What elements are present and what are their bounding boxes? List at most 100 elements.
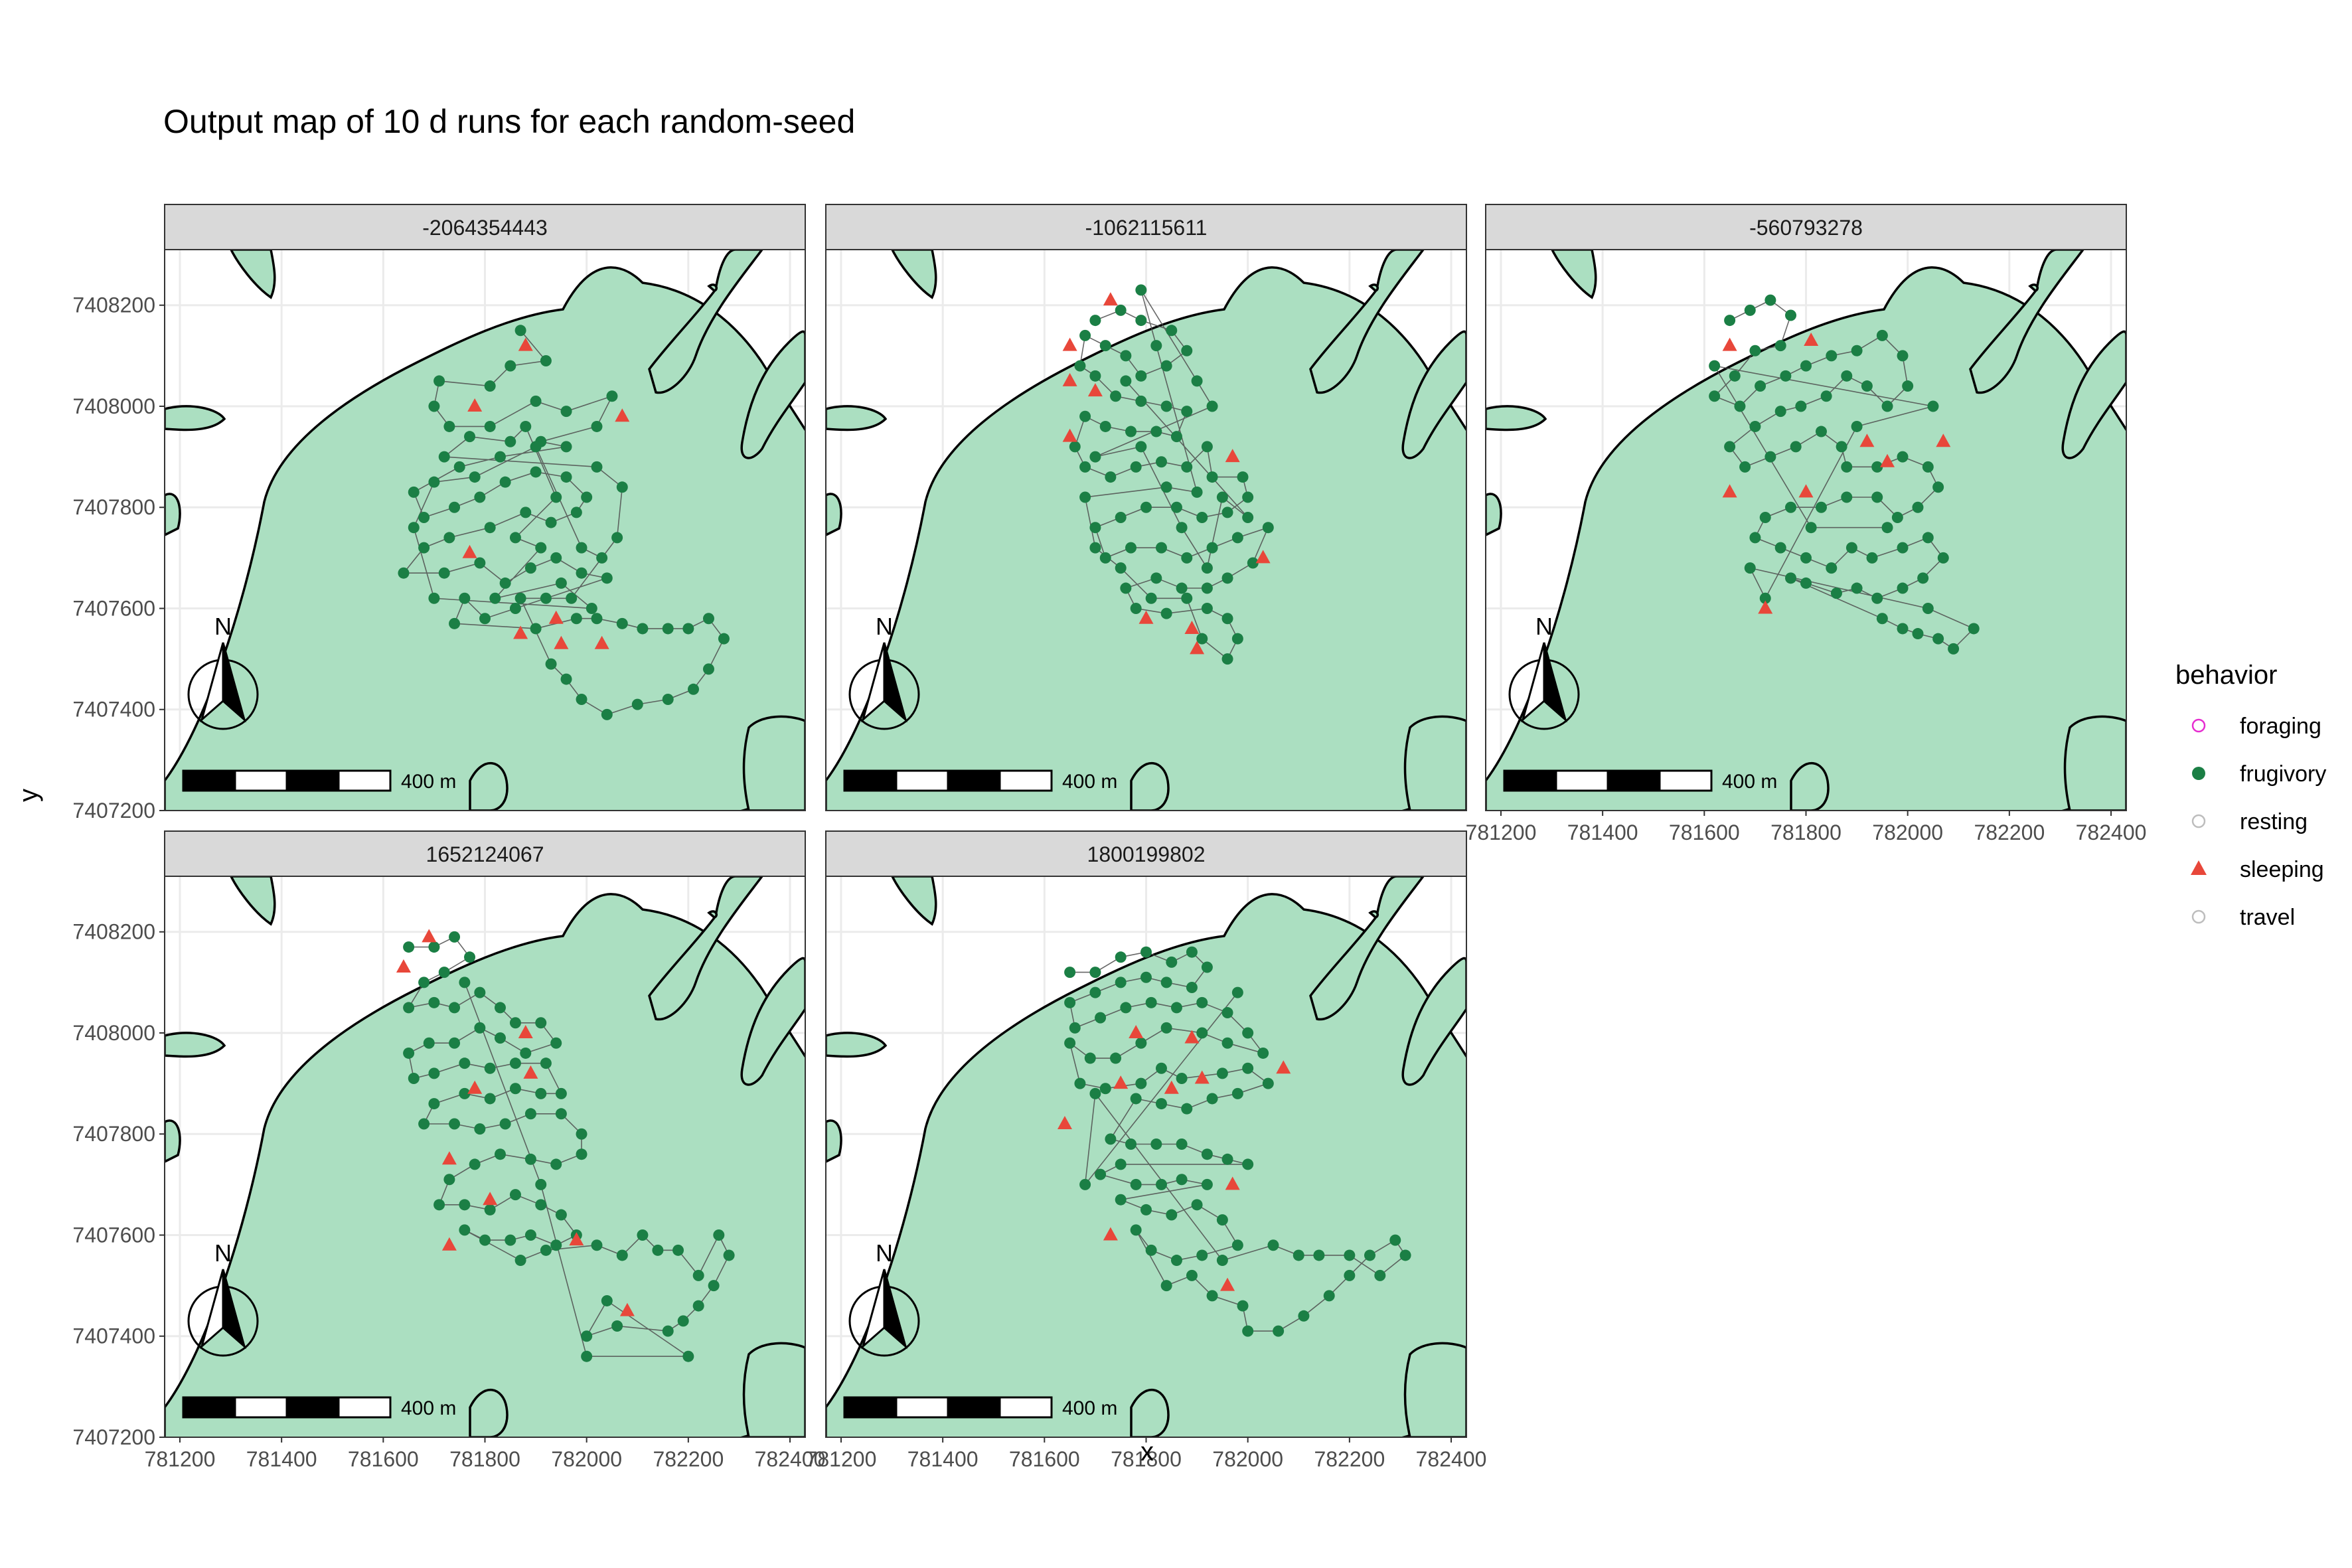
sleeping-point: [1062, 372, 1077, 386]
frugivory-point: [1231, 532, 1243, 544]
frugivory-point: [723, 1249, 735, 1261]
legend-entry-label: frugivory: [2240, 761, 2326, 787]
frugivory-point: [555, 577, 567, 589]
sleeping-point: [1103, 292, 1118, 306]
north-arrow-right-half: [222, 642, 246, 723]
frugivory-point: [1242, 491, 1254, 503]
frugivory-point: [1871, 491, 1883, 503]
scale-bar-segment: [947, 769, 1001, 792]
frugivory-point: [509, 1083, 521, 1095]
frugivory-point: [1201, 1178, 1213, 1190]
frugivory-point: [1115, 562, 1127, 574]
frugivory-point: [1130, 1224, 1142, 1236]
frugivory-point: [1155, 1098, 1167, 1110]
frugivory-point: [1170, 431, 1182, 443]
frugivory-point: [1709, 390, 1721, 402]
frugivory-point: [1237, 471, 1249, 483]
frugivory-point: [1079, 410, 1091, 422]
frugivory-point: [1876, 613, 1888, 625]
land-polygon: [826, 266, 1466, 811]
facet-strip-label: 1800199802: [1087, 842, 1206, 866]
y-tick-label: 7407400: [72, 1324, 155, 1348]
legend-key-triangle: [2191, 860, 2207, 875]
frugivory-point: [1115, 1158, 1127, 1170]
frugivory-point: [1084, 1052, 1096, 1064]
frugivory-point: [1897, 451, 1909, 463]
frugivory-point: [408, 1073, 420, 1085]
frugivory-point: [1191, 1199, 1203, 1211]
frugivory-point: [1089, 370, 1101, 382]
frugivory-point: [1115, 951, 1127, 963]
plot-title: Output map of 10 d runs for each random-…: [163, 103, 855, 140]
frugivory-point: [474, 557, 486, 569]
frugivory-point: [677, 1315, 689, 1327]
frugivory-point: [1160, 400, 1172, 412]
frugivory-point: [1135, 441, 1147, 453]
land-polygon: [891, 876, 937, 926]
frugivory-point: [428, 400, 440, 412]
sleeping-point: [1859, 433, 1875, 447]
frugivory-point: [1160, 607, 1172, 619]
y-tick-label: 7407800: [72, 495, 155, 519]
frugivory-point: [576, 542, 588, 554]
frugivory-point: [1800, 552, 1812, 564]
frugivory-point: [1948, 643, 1960, 655]
frugivory-point: [514, 592, 526, 604]
frugivory-point: [1181, 592, 1193, 604]
frugivory-point: [555, 1087, 567, 1099]
frugivory-point: [509, 1058, 521, 1069]
frugivory-point: [1140, 971, 1152, 983]
frugivory-point: [1155, 542, 1167, 554]
scale-bar-segment: [182, 1396, 236, 1419]
frugivory-point: [469, 471, 481, 483]
legend-key-open-circle: [2191, 718, 2206, 733]
land-polygon: [2063, 715, 2126, 811]
frugivory-point: [1729, 370, 1741, 382]
frugivory-point: [484, 1204, 496, 1215]
sleeping-point: [1936, 433, 1951, 447]
sleeping-point: [1138, 610, 1154, 624]
x-tick-label: 781200: [1466, 821, 1537, 844]
frugivory-point: [1755, 380, 1766, 392]
frugivory-point: [1201, 562, 1213, 574]
frugivory-point: [1774, 542, 1786, 554]
frugivory-point: [1267, 1239, 1279, 1251]
frugivory-point: [1242, 1158, 1254, 1170]
land-polygon: [165, 493, 181, 536]
frugivory-point: [550, 1239, 562, 1251]
frugivory-point: [1064, 967, 1076, 979]
sleeping-point: [467, 1080, 483, 1094]
frugivory-point: [692, 1300, 704, 1312]
y-tick-label: 7407600: [72, 596, 155, 620]
frugivory-points: [1069, 284, 1274, 665]
frugivory-point: [540, 1058, 552, 1069]
frugivory-point: [1841, 370, 1853, 382]
panel-plot-area: N 400 m: [826, 876, 1466, 1437]
facet-panel: -560793278 N 400 m 781200 781400 781600 781800…: [1466, 204, 2146, 844]
frugivory-point: [459, 592, 471, 604]
y-tick-label: 7408200: [72, 293, 155, 317]
sleeping-point: [1758, 600, 1773, 614]
frugivory-point: [1724, 315, 1736, 327]
frugivory-point: [1064, 996, 1076, 1008]
frugivory-point: [1968, 623, 1980, 635]
frugivory-point: [1181, 345, 1193, 356]
frugivory-point: [1826, 562, 1838, 574]
frugivory-point: [1764, 451, 1776, 463]
scale-bar-segment: [182, 769, 236, 792]
frugivory-point: [1105, 1133, 1117, 1145]
land-polygon: [826, 1119, 842, 1163]
scale-bar-label: 400 m: [1062, 1397, 1117, 1419]
land-polygon: [1486, 493, 1502, 536]
frugivory-point: [535, 1178, 547, 1190]
frugivory-point: [581, 1350, 593, 1362]
frugivory-point: [398, 567, 410, 579]
scale-bar-label: 400 m: [401, 771, 456, 793]
scale-bar-segment: [998, 769, 1053, 792]
land-polygon: [742, 715, 805, 811]
north-arrow-label: N: [214, 1239, 232, 1267]
frugivory-point: [1089, 315, 1101, 327]
frugivory-point: [576, 1128, 588, 1140]
frugivory-point: [449, 931, 461, 943]
frugivory-point: [1186, 946, 1198, 958]
